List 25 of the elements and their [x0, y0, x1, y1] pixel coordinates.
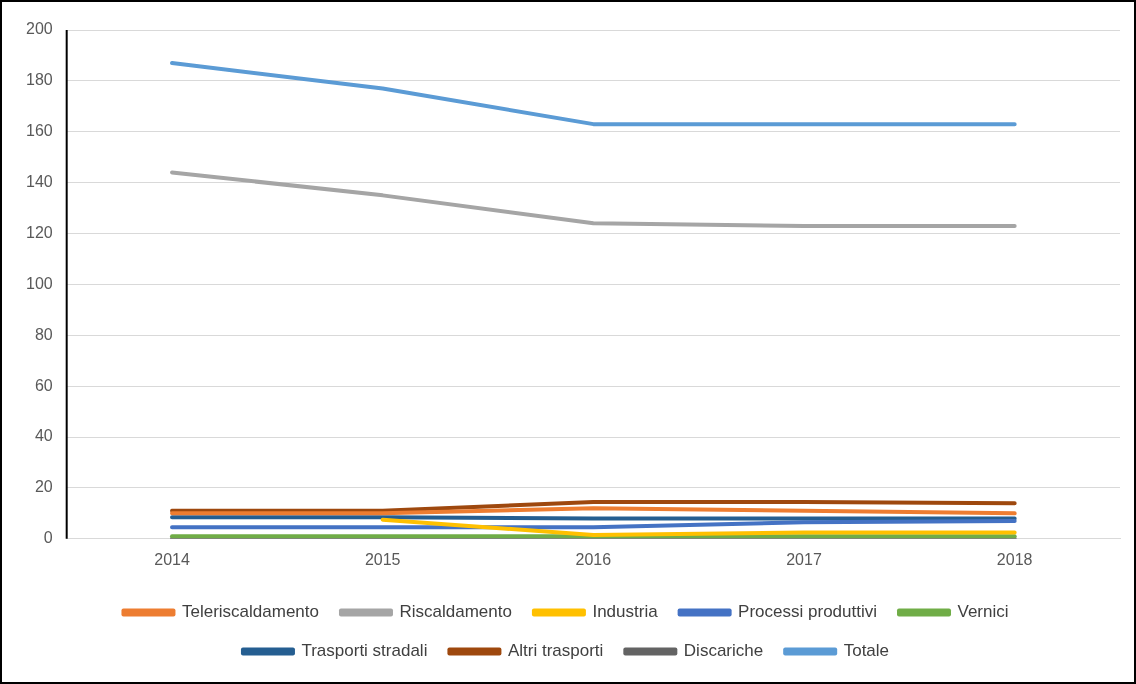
- y-tick-label: 40: [34, 427, 53, 445]
- legend-label: Vernici: [957, 602, 1009, 622]
- legend-label: Teleriscaldamento: [181, 602, 319, 622]
- y-tick-label: 100: [25, 274, 53, 292]
- legend-label: Totale: [843, 641, 890, 661]
- x-tick-label: 2016: [575, 550, 612, 568]
- y-tick-label: 140: [25, 173, 53, 191]
- y-tick-label: 80: [34, 325, 53, 343]
- x-tick-label: 2017: [786, 550, 822, 568]
- y-tick-label: 20: [34, 478, 53, 496]
- y-tick-label: 160: [25, 122, 53, 140]
- legend-label: Discariche: [683, 641, 764, 661]
- x-tick-label: 2015: [364, 550, 401, 568]
- legend-label: Altri trasporti: [507, 641, 604, 661]
- legend-label: Industria: [592, 602, 659, 622]
- legend-label: Riscaldamento: [399, 602, 512, 622]
- x-tick-label: 2018: [996, 550, 1033, 568]
- x-tick-label: 2014: [154, 550, 190, 568]
- y-tick-label: 200: [25, 20, 53, 38]
- y-tick-label: 120: [25, 223, 53, 241]
- y-tick-label: 180: [25, 71, 53, 89]
- y-tick-label: 60: [34, 376, 53, 394]
- y-tick-label: 0: [43, 529, 53, 547]
- legend-label: Trasporti stradali: [301, 641, 428, 661]
- legend-label: Processi produttivi: [738, 602, 878, 622]
